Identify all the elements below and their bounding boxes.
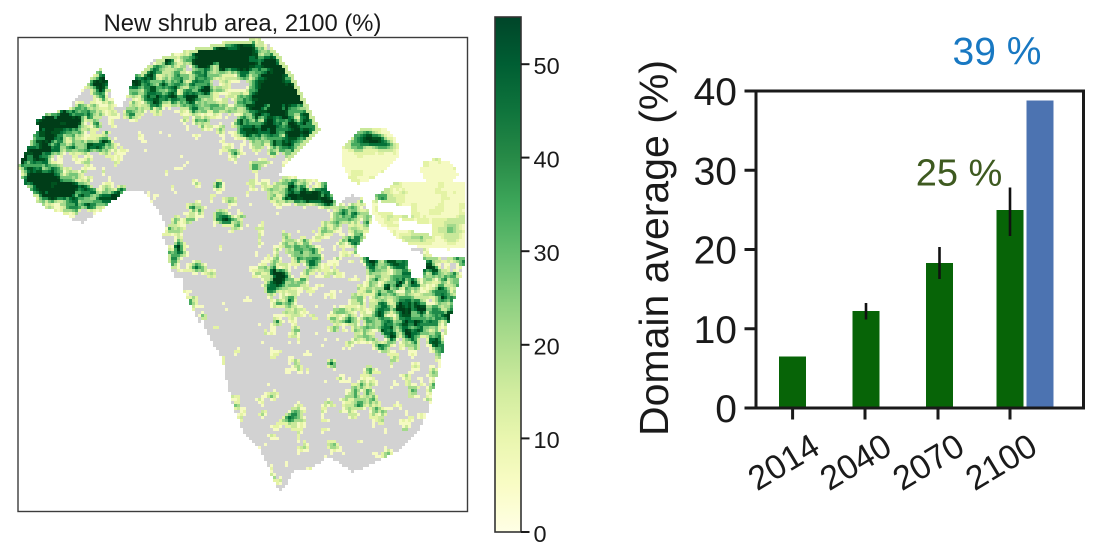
svg-text:39 %: 39 %: [953, 31, 1042, 74]
svg-text:20: 20: [534, 334, 560, 360]
svg-text:30: 30: [534, 240, 560, 266]
svg-text:10: 10: [694, 309, 737, 352]
svg-text:0: 0: [715, 388, 737, 431]
svg-text:40: 40: [534, 146, 560, 172]
svg-text:20: 20: [694, 230, 737, 273]
svg-text:30: 30: [694, 150, 737, 193]
svg-text:0: 0: [534, 521, 547, 547]
svg-text:40: 40: [694, 71, 737, 114]
svg-text:New shrub area, 2100 (%): New shrub area, 2100 (%): [104, 10, 382, 37]
svg-text:Domain average (%): Domain average (%): [631, 60, 677, 436]
svg-text:50: 50: [534, 53, 560, 79]
svg-text:10: 10: [534, 427, 560, 453]
svg-text:25 %: 25 %: [916, 153, 1003, 195]
